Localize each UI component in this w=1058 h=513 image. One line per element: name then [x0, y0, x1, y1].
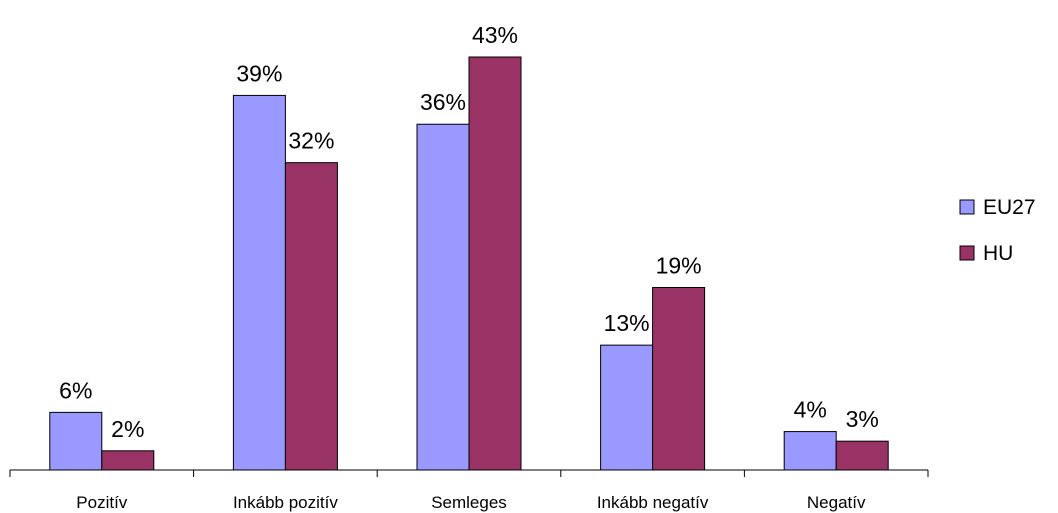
bar-eu27-4	[600, 344, 654, 471]
bar-eu27-3	[416, 123, 470, 471]
bar-hu-1	[101, 450, 155, 471]
category-label-4: Inkább negatív	[597, 493, 709, 512]
category-label-2: Inkább pozitív	[233, 493, 338, 512]
data-label-eu27-1: 6%	[59, 377, 92, 403]
data-label-eu27-5: 4%	[794, 397, 827, 423]
legend-label-eu27: EU27	[983, 196, 1036, 219]
bar-hu-2	[284, 162, 338, 471]
bars-group	[49, 56, 889, 471]
data-label-hu-2: 32%	[288, 128, 334, 154]
category-label-1: Pozitív	[76, 493, 128, 512]
bar-eu27-2	[232, 94, 286, 471]
bar-hu-3	[468, 56, 522, 471]
data-label-hu-1: 2%	[111, 416, 144, 442]
legend-label-hu: HU	[983, 242, 1013, 265]
legend: EU27 HU	[959, 196, 1036, 265]
bar-hu-4	[652, 287, 706, 471]
category-labels-group: Pozitív Inkább pozitív Semleges Inkább nega…	[76, 493, 866, 512]
data-label-hu-5: 3%	[846, 406, 879, 432]
data-label-hu-4: 19%	[656, 253, 702, 279]
x-axis-ticks	[9, 470, 929, 477]
bar-hu-5	[835, 440, 889, 471]
category-label-3: Semleges	[431, 493, 507, 512]
legend-swatch-eu27	[959, 199, 975, 215]
data-label-eu27-3: 36%	[420, 89, 466, 115]
legend-swatch-hu	[959, 245, 975, 261]
data-label-hu-3: 43%	[472, 22, 518, 48]
bar-eu27-5	[783, 431, 837, 471]
data-labels-group: 6% 2% 39% 32% 36% 43% 13% 19% 4% 3%	[59, 22, 879, 442]
data-label-eu27-4: 13%	[604, 310, 650, 336]
bar-eu27-1	[49, 411, 103, 471]
category-label-5: Negatív	[807, 493, 866, 512]
data-label-eu27-2: 39%	[236, 60, 282, 86]
